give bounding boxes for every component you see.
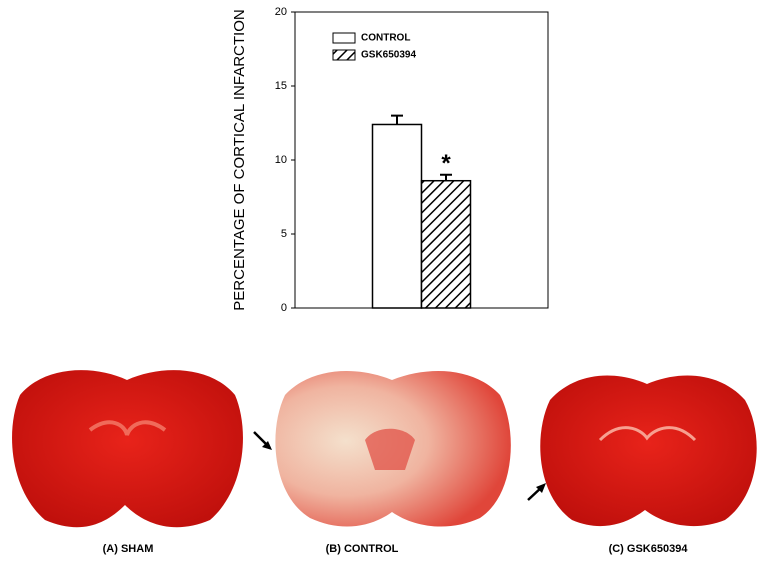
bar [371,123,423,309]
legend-swatch [332,49,356,61]
legend-label: GSK650394 [361,50,416,61]
bar [420,179,472,309]
brain-sham [12,370,243,528]
panel-caption: (C) GSK650394 [609,543,689,555]
panel-caption: (A) SHAM [103,543,154,555]
brain-images [12,370,757,528]
arrow-head [536,483,546,493]
annotation: * [441,150,451,177]
y-tick-label: 15 [275,80,287,92]
y-tick-label: 10 [275,154,287,166]
y-tick-label: 0 [281,302,287,314]
brain-detail [365,428,415,470]
brain-detail [88,420,167,436]
brain-gsk [540,375,757,527]
legend-label: CONTROL [361,33,410,44]
arrow-head [262,441,272,450]
legend-swatch [332,32,356,44]
error-bar [440,173,452,181]
y-tick-label: 5 [281,228,287,240]
y-tick-label: 20 [275,6,287,18]
error-bar [391,114,403,125]
brain-detail [598,426,697,442]
panel-caption: (B) CONTROL [326,543,399,555]
y-axis-label: PERCENTAGE OF CORTICAL INFARCTION [231,9,248,310]
